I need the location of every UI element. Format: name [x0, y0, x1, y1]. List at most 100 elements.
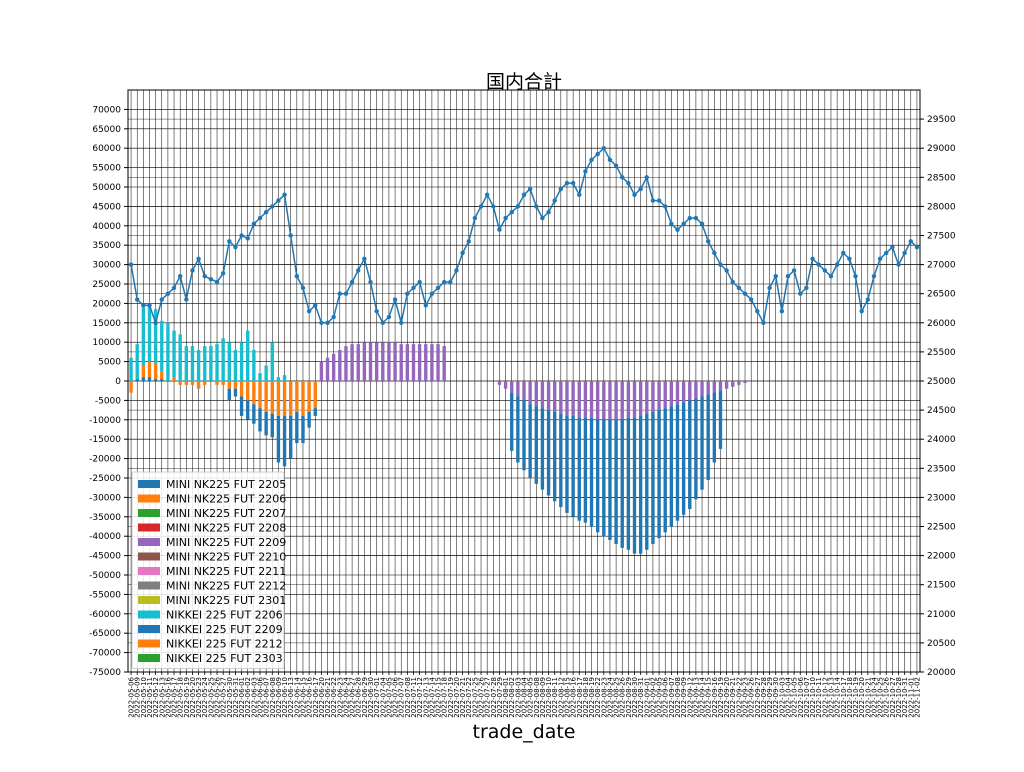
- bar: [602, 381, 606, 420]
- y-axis-right: 29500 29000 28500 28000 27500 27000 26500 26000…: [920, 115, 956, 678]
- price-point: [896, 262, 901, 267]
- price-point: [730, 279, 735, 285]
- legend-swatch: [138, 538, 160, 546]
- x-tick-label: 2022-06-14: [293, 676, 301, 717]
- bar: [178, 381, 182, 385]
- x-tick-label: 2022-08-01: [502, 677, 510, 718]
- bar: [620, 381, 624, 420]
- bar: [331, 353, 336, 381]
- bar: [368, 342, 373, 381]
- bar: [638, 415, 643, 554]
- x-tick-label: 2022-06-06: [257, 676, 265, 717]
- price-point: [650, 198, 656, 203]
- price-point: [184, 297, 189, 302]
- price-point: [448, 279, 453, 285]
- y-tick-label: -25000: [89, 474, 121, 484]
- y-tick-label: 30000: [92, 261, 121, 271]
- x-tick-label: 2022-09-15: [705, 677, 713, 718]
- x-tick-label: 2022-06-21: [324, 677, 332, 718]
- x-tick-label: 2022-06-28: [355, 677, 363, 718]
- bar: [196, 349, 201, 381]
- price-point: [478, 204, 484, 209]
- bar: [196, 381, 201, 389]
- y-tick-label: -40000: [89, 532, 121, 542]
- bar: [645, 381, 649, 414]
- price-point: [620, 175, 625, 180]
- y2-tick-label: 21000: [927, 610, 956, 620]
- price-point: [828, 274, 834, 279]
- bar: [129, 381, 133, 393]
- bar: [227, 381, 231, 389]
- x-tick-label: 2022-05-11: [146, 677, 154, 718]
- legend-swatch: [138, 596, 160, 604]
- bar: [153, 379, 158, 381]
- price-point: [773, 274, 778, 279]
- bar: [166, 322, 170, 381]
- bar: [442, 346, 446, 381]
- bar: [626, 381, 631, 418]
- x-tick-label: 2022-10-12: [821, 677, 829, 718]
- x-tick-label: 2022-06-01: [238, 677, 246, 718]
- price-point: [509, 210, 514, 215]
- price-point: [313, 303, 318, 308]
- y2-tick-label: 20000: [927, 668, 956, 678]
- bar: [528, 404, 532, 478]
- bar: [270, 413, 274, 438]
- price-point: [632, 192, 637, 197]
- price-point: [871, 274, 877, 279]
- bar: [160, 320, 164, 372]
- bar: [135, 344, 139, 380]
- bar: [233, 388, 238, 397]
- price-point: [736, 285, 742, 291]
- x-tick-label: 2022-07-04: [379, 676, 387, 717]
- bar: [147, 303, 152, 362]
- x-tick-label: 2022-07-08: [404, 677, 412, 718]
- bar: [663, 408, 667, 533]
- bar: [160, 379, 164, 381]
- price-point: [135, 297, 140, 302]
- price-point: [239, 233, 244, 238]
- x-tick-label: 2022-08-05: [527, 677, 535, 718]
- bar: [681, 402, 686, 515]
- price-point: [202, 274, 207, 279]
- bar: [233, 349, 238, 381]
- x-tick-label: 2022-10-20: [858, 677, 866, 718]
- x-tick-label: 2022-08-19: [588, 677, 596, 718]
- y2-tick-label: 23500: [927, 464, 956, 474]
- price-point: [699, 221, 705, 227]
- x-tick-label: 2022-09-26: [748, 676, 756, 717]
- x-tick-label: 2022-06-08: [269, 677, 277, 718]
- price-point: [779, 308, 785, 314]
- y-tick-label: -75000: [89, 668, 121, 678]
- x-tick-label: 2022-07-06: [392, 676, 400, 717]
- x-tick-label: 2022-08-04: [521, 676, 529, 717]
- x-tick-label: 2022-09-12: [686, 677, 694, 718]
- y2-tick-label: 23000: [927, 493, 956, 503]
- bar: [571, 415, 575, 517]
- bar: [522, 400, 526, 471]
- x-tick-label: 2022-09-27: [754, 677, 762, 718]
- bar: [540, 408, 545, 490]
- y-tick-label: 15000: [92, 319, 121, 329]
- bar: [276, 381, 281, 416]
- bar: [595, 381, 600, 420]
- y2-tick-label: 24000: [927, 435, 956, 445]
- price-point: [374, 308, 379, 314]
- x-tick-label: 2022-08-18: [582, 677, 590, 718]
- price-point: [294, 274, 300, 279]
- x-tick-label: 2022-08-02: [508, 677, 516, 718]
- y-tick-label: 45000: [92, 202, 121, 212]
- bar: [264, 365, 268, 381]
- price-point: [669, 221, 674, 227]
- bar: [135, 379, 139, 381]
- x-tick-label: 2022-09-09: [680, 677, 688, 718]
- price-point: [319, 320, 324, 325]
- y-tick-label: -70000: [89, 649, 121, 659]
- y-tick-label: -60000: [89, 610, 121, 620]
- bar: [589, 417, 594, 527]
- x-tick-label: 2022-09-08: [674, 677, 682, 718]
- price-point: [227, 239, 232, 244]
- x-tick-label: 2022-08-11: [551, 677, 559, 718]
- price-point: [466, 239, 471, 244]
- y2-tick-label: 22000: [927, 552, 956, 562]
